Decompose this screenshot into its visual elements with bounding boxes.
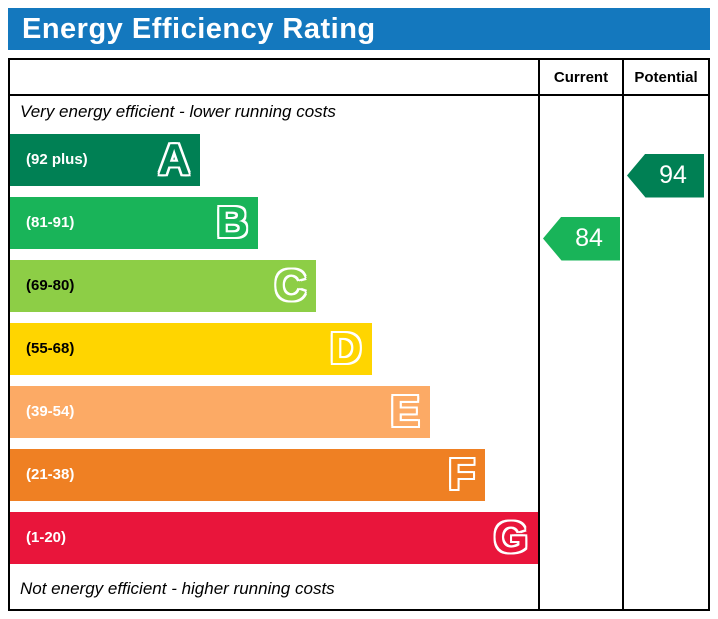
band-row-F: (21-38) F	[10, 443, 538, 506]
chart-body: Very energy efficient - lower running co…	[10, 96, 708, 609]
band-letter: G	[493, 512, 530, 562]
band-range-label: (92 plus)	[26, 151, 88, 168]
band-letter: E	[389, 386, 421, 436]
current-rating-value: 84	[575, 224, 603, 252]
band-row-E: (39-54) E	[10, 380, 538, 443]
band-bar-G: (1-20) G	[10, 511, 538, 564]
band-range-label: (21-38)	[26, 466, 75, 483]
band-letter: D	[329, 323, 363, 373]
band-bar-F: (21-38) F	[10, 448, 486, 501]
current-column: 84	[538, 96, 622, 609]
band-bar-D: (55-68) D	[10, 322, 372, 375]
title-bar: Energy Efficiency Rating	[8, 8, 710, 50]
current-rating-arrow: 84	[543, 216, 620, 261]
band-row-A: (92 plus) A	[10, 128, 538, 191]
band-letter: C	[273, 260, 307, 310]
band-range-label: (81-91)	[26, 214, 75, 231]
band-bar-C: (69-80) C	[10, 259, 317, 312]
bands-area: Very energy efficient - lower running co…	[10, 96, 538, 609]
band-range-label: (39-54)	[26, 403, 75, 420]
band-range-label: (69-80)	[26, 277, 75, 294]
top-note: Very energy efficient - lower running co…	[20, 102, 336, 121]
band-range-label: (1-20)	[26, 529, 67, 546]
band-letter: F	[447, 449, 476, 499]
potential-rating-arrow: 94	[627, 153, 704, 198]
current-column-header: Current	[538, 60, 622, 94]
band-letter: A	[157, 134, 191, 184]
band-bar-B: (81-91) B	[10, 196, 259, 249]
band-bar-A: (92 plus) A	[10, 133, 201, 186]
band-bar-E: (39-54) E	[10, 385, 430, 438]
rating-bands: (92 plus) A (81-91) B (69-80) C (55-68) D (39-54…	[10, 128, 538, 569]
potential-column: 94	[622, 96, 708, 609]
energy-rating-chart: Current Potential Very energy efficient …	[8, 58, 710, 611]
bottom-note: Not energy efficient - higher running co…	[20, 579, 335, 598]
chart-header-row: Current Potential	[10, 60, 708, 96]
potential-column-header: Potential	[622, 60, 708, 94]
band-row-B: (81-91) B	[10, 191, 538, 254]
page-title: Energy Efficiency Rating	[22, 12, 376, 45]
potential-rating-value: 94	[659, 161, 687, 189]
header-spacer	[10, 60, 538, 94]
band-letter: B	[215, 197, 249, 247]
band-range-label: (55-68)	[26, 340, 75, 357]
band-row-D: (55-68) D	[10, 317, 538, 380]
band-row-C: (69-80) C	[10, 254, 538, 317]
band-row-G: (1-20) G	[10, 506, 538, 569]
